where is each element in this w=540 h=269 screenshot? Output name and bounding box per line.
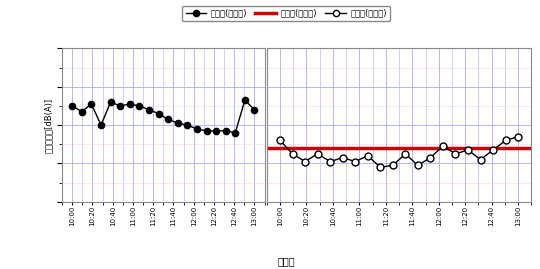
- Legend: 対策前(実測値), 対策後(予測値), 対策後(実測値): 対策前(実測値), 対策後(予測値), 対策後(実測値): [183, 5, 390, 21]
- Text: 時間軸: 時間軸: [278, 256, 295, 266]
- Y-axis label: 騒音レベル[dB(A)]: 騒音レベル[dB(A)]: [44, 98, 53, 153]
